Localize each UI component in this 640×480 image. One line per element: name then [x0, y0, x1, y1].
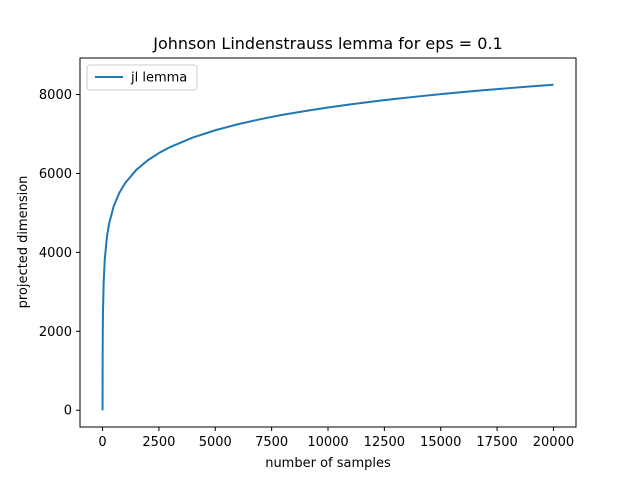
plot-area: [101, 83, 554, 411]
x-tick-label: 10000: [307, 435, 348, 450]
y-tick-label: 8000: [39, 88, 72, 103]
chart-title: Johnson Lindenstrauss lemma for eps = 0.…: [152, 34, 502, 53]
x-tick-label: 0: [98, 435, 106, 450]
x-tick-label: 17500: [476, 435, 517, 450]
y-axis-ticks: 0 2000 4000 6000 8000: [39, 88, 80, 419]
y-tick-label: 0: [64, 404, 72, 419]
series-line-0: [101, 83, 554, 411]
legend-label: jl lemma: [130, 71, 187, 86]
axes-frame: [79, 57, 577, 428]
legend: jl lemma: [86, 64, 198, 91]
legend-frame: [86, 64, 198, 91]
y-axis-label: projected dimension: [16, 176, 31, 309]
x-tick-label: 12500: [364, 435, 405, 450]
y-tick-label: 4000: [39, 246, 72, 261]
y-tick-label: 2000: [39, 325, 72, 340]
x-tick-label: 2500: [142, 435, 175, 450]
x-tick-label: 20000: [533, 435, 574, 450]
x-tick-label: 5000: [199, 435, 232, 450]
x-axis-ticks: 0 2500 5000 7500 10000 12500 15000 17500 20000: [98, 427, 574, 450]
x-axis-label: number of samples: [265, 456, 391, 471]
y-tick-label: 6000: [39, 167, 72, 182]
x-tick-label: 7500: [255, 435, 288, 450]
x-tick-label: 15000: [420, 435, 461, 450]
